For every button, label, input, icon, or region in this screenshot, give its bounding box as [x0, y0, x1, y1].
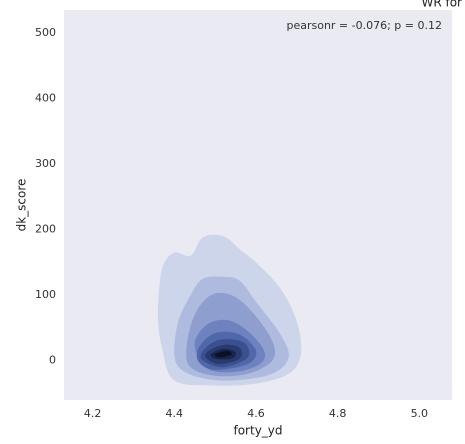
- x-tick-label: 5.0: [411, 407, 429, 420]
- x-tick-label: 4.2: [84, 407, 102, 420]
- y-tick-label: 400: [35, 91, 56, 104]
- y-axis-label: dk_score: [15, 179, 29, 232]
- x-tick-label: 4.8: [329, 407, 347, 420]
- y-tick-label: 0: [49, 354, 56, 367]
- x-tick-label: 4.6: [247, 407, 265, 420]
- x-tick-label: 4.4: [166, 407, 184, 420]
- x-axis-label: forty_yd: [233, 424, 282, 438]
- y-tick-label: 200: [35, 223, 56, 236]
- chart-title: WR for: [421, 0, 462, 10]
- y-tick-label: 300: [35, 157, 56, 170]
- kde-contour: [214, 350, 232, 358]
- annotation: pearsonr = -0.076; p = 0.12: [286, 19, 442, 32]
- y-tick-label: 100: [35, 288, 56, 301]
- y-tick-label: 500: [35, 26, 56, 39]
